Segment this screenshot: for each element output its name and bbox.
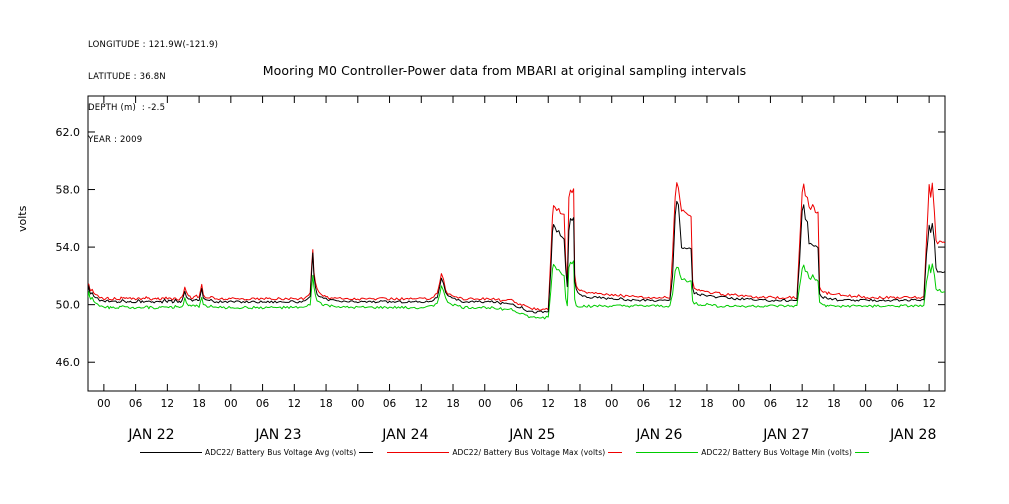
station-metadata: LONGITUDE : 121.9W(-121.9) LATITUDE : 36… [88, 19, 218, 166]
x-hour-tick-label: 12 [922, 398, 935, 410]
x-day-label: JAN 26 [635, 427, 682, 443]
x-hour-tick-label: 12 [542, 398, 555, 410]
x-hour-tick-label: 00 [224, 398, 237, 410]
x-day-label: JAN 23 [254, 427, 301, 443]
series-line [88, 200, 945, 314]
year-text: YEAR : 2009 [88, 134, 143, 145]
x-hour-tick-label: 18 [573, 398, 586, 410]
y-tick-label: 54.0 [56, 241, 81, 254]
x-hour-tick-label: 00 [351, 398, 364, 410]
x-hour-tick-label: 12 [415, 398, 428, 410]
legend-line-icon [387, 452, 450, 453]
x-day-label: JAN 28 [889, 427, 936, 443]
legend-item: ADC22/ Battery Bus Voltage Min (volts) [636, 448, 870, 457]
longitude-text: LONGITUDE : 121.9W(-121.9) [88, 40, 219, 50]
legend-line-icon-right [608, 452, 623, 453]
x-hour-tick-label: 06 [764, 398, 778, 410]
plot-frame [87, 95, 946, 392]
x-hour-tick-label: 12 [669, 398, 682, 410]
x-hour-tick-label: 12 [795, 398, 808, 410]
chart-title: Mooring M0 Controller-Power data from MB… [262, 63, 747, 78]
x-hour-tick-label: 18 [446, 398, 459, 410]
series-line [88, 260, 945, 320]
legend-line-icon [636, 452, 699, 453]
x-hour-tick-label: 18 [827, 398, 840, 410]
x-hour-tick-label: 18 [700, 398, 713, 410]
x-hour-tick-label: 06 [510, 398, 524, 410]
latitude-text: LATITUDE : 36.8N [88, 71, 166, 82]
y-tick-label: 46.0 [56, 356, 81, 369]
x-day-label: JAN 24 [381, 427, 428, 443]
x-day-label: JAN 25 [508, 427, 555, 443]
y-tick-label: 58.0 [56, 184, 81, 197]
x-day-label: JAN 27 [762, 427, 809, 443]
x-hour-tick-label: 06 [891, 398, 905, 410]
x-hour-tick-label: 06 [383, 398, 397, 410]
chart-legend: ADC22/ Battery Bus Voltage Avg (volts) AD… [0, 448, 1009, 457]
x-hour-tick-label: 18 [319, 398, 332, 410]
x-hour-tick-label: 12 [161, 398, 174, 410]
y-tick-label: 50.0 [56, 299, 81, 312]
x-hour-tick-label: 12 [288, 398, 301, 410]
legend-label: ADC22/ Battery Bus Voltage Avg (volts) [204, 448, 357, 457]
depth-text: DEPTH (m) : -2.5 [88, 103, 166, 113]
x-hour-tick-label: 00 [859, 398, 872, 410]
legend-line-icon-right [855, 452, 870, 453]
x-day-label: JAN 22 [127, 427, 174, 443]
legend-line-icon [139, 452, 202, 453]
legend-item: ADC22/ Battery Bus Voltage Avg (volts) [139, 448, 374, 457]
x-hour-tick-label: 00 [732, 398, 745, 410]
x-hour-tick-label: 00 [605, 398, 618, 410]
x-hour-tick-label: 06 [637, 398, 651, 410]
x-hour-tick-label: 18 [192, 398, 205, 410]
legend-line-icon-right [359, 452, 374, 453]
legend-item: ADC22/ Battery Bus Voltage Max (volts) [387, 448, 623, 457]
x-hour-tick-label: 00 [478, 398, 491, 410]
x-hour-tick-label: 06 [256, 398, 270, 410]
x-hour-tick-label: 00 [97, 398, 110, 410]
x-hour-tick-label: 06 [129, 398, 143, 410]
series-line [88, 182, 945, 311]
y-tick-label: 62.0 [56, 126, 81, 139]
legend-label: ADC22/ Battery Bus Voltage Min (volts) [701, 448, 853, 457]
legend-label: ADC22/ Battery Bus Voltage Max (volts) [452, 448, 606, 457]
